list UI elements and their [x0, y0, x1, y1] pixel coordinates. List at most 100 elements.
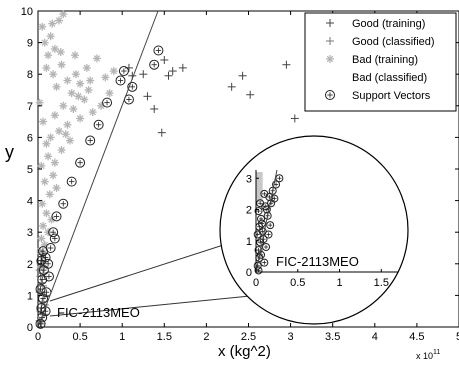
- legend-item: Bad (training): [326, 54, 418, 66]
- point-support-vectors: [149, 59, 160, 70]
- inset-bad-band: [256, 172, 263, 202]
- y-tick-label: 1: [27, 290, 33, 302]
- point-bad-training: [45, 190, 54, 199]
- point-bad-training: [63, 120, 72, 129]
- y-tick-label: 8: [27, 69, 33, 81]
- inset-point: [266, 221, 275, 230]
- point-bad-training: [57, 146, 66, 155]
- point-bad-training: [80, 95, 89, 104]
- inset-decision-boundary: [255, 169, 278, 273]
- inset-y-tick-label: 0: [246, 267, 252, 279]
- point-good-training: [143, 92, 152, 101]
- inset-point: [272, 180, 281, 189]
- point-bad-training: [44, 152, 53, 161]
- point-support-vectors: [127, 81, 138, 92]
- point-bad-training: [52, 82, 61, 91]
- inset-point: [254, 246, 263, 255]
- point-good-training: [164, 71, 173, 80]
- legend-label: Bad (classified): [352, 72, 427, 84]
- inset-circle: [219, 135, 409, 325]
- point-bad-training: [50, 111, 59, 120]
- point-bad-training: [46, 32, 55, 41]
- point-bad-training: [50, 44, 59, 53]
- point-bad-training: [69, 104, 78, 113]
- point-bad-training: [49, 70, 58, 79]
- inset-x-tick-label: 1: [336, 277, 342, 289]
- point-good-training: [238, 71, 247, 80]
- point-support-vectors: [43, 271, 54, 282]
- legend: Good (training) Good (classified) Bad (tra…: [304, 12, 457, 112]
- point-bad-training: [101, 73, 110, 82]
- point-bad-training: [42, 63, 51, 72]
- point-bad-training: [57, 60, 66, 69]
- inset-point: [260, 189, 269, 198]
- point-support-vectors: [40, 252, 51, 263]
- point-good-training: [290, 114, 299, 123]
- point-bad-training: [56, 48, 65, 57]
- point-support-vectors: [49, 233, 60, 244]
- point-support-vectors: [58, 198, 69, 209]
- x-tick-label: 1: [119, 331, 125, 343]
- point-bad-training: [86, 76, 95, 85]
- point-bad-training: [84, 86, 93, 94]
- x-tick-label: 5: [456, 331, 459, 343]
- point-bad-training: [55, 127, 64, 136]
- inset-x-tick-label: 1.5: [374, 277, 389, 289]
- point-support-vectors: [115, 75, 126, 86]
- point-bad-training: [92, 54, 101, 63]
- inset-y-tick-label: 1: [246, 236, 252, 248]
- point-support-vectors: [51, 211, 62, 222]
- point-bad-training: [49, 171, 58, 180]
- point-bad-training: [109, 67, 118, 76]
- point-support-vectors: [38, 293, 49, 304]
- point-bad-training: [88, 108, 97, 117]
- inset-ticks: 0 0.5 1 1.5 0 1 2 3: [246, 173, 389, 289]
- point-bad-training: [48, 19, 57, 28]
- legend-label: Good (training): [352, 18, 425, 30]
- x-tick-label: 2: [203, 331, 209, 343]
- x-tick-label: 3.5: [325, 331, 340, 343]
- point-support-vectors: [66, 176, 77, 187]
- x-tick-label: 0: [35, 331, 41, 343]
- legend-item: Bad (classified): [352, 72, 427, 84]
- inset-point: [262, 205, 271, 214]
- inset-zoom: 0 0.5 1 1.5 0 1 2 3 FIC-2113MEO: [219, 135, 409, 325]
- point-bad-training: [55, 16, 64, 25]
- inset-point: [275, 174, 284, 183]
- x-tick-label: 2.5: [241, 331, 256, 343]
- legend-item: Good (classified): [326, 36, 435, 48]
- decision-boundary: [37, 10, 159, 328]
- point-bad-training: [39, 221, 48, 230]
- legend-marker-circle: [325, 90, 335, 100]
- point-bad-training: [38, 22, 47, 31]
- ticks-layer: 00.511.522.533.544.55012345678910: [21, 6, 459, 343]
- y-tick-label: 2: [27, 259, 33, 271]
- x-axis-label: x (kg^2): [218, 343, 271, 360]
- point-support-vectors: [75, 157, 86, 168]
- point-bad-training: [46, 133, 55, 142]
- point-bad-training: [71, 70, 80, 79]
- point-bad-training: [76, 114, 85, 123]
- point-good-training: [227, 82, 236, 91]
- point-good-training: [282, 60, 291, 69]
- point-good-training: [157, 128, 166, 137]
- y-tick-label: 5: [27, 164, 33, 176]
- point-bad-training: [61, 130, 70, 139]
- legend-marker-plus: [326, 37, 334, 45]
- zoom-connector-top: [49, 237, 246, 302]
- point-support-vectors: [102, 97, 113, 108]
- inset-point: [260, 258, 269, 267]
- point-bad-training: [40, 38, 49, 47]
- point-bad-training: [63, 76, 72, 85]
- inset-point: [264, 230, 273, 239]
- point-support-vectors: [85, 135, 96, 146]
- point-bad-training: [105, 89, 114, 98]
- point-bad-training: [39, 117, 48, 126]
- inset-y-tick-label: 2: [246, 205, 252, 217]
- point-support-vectors: [93, 119, 104, 130]
- point-support-vectors: [43, 258, 54, 269]
- inset-x-tick-label: 0: [253, 277, 259, 289]
- y-tick-label: 9: [27, 38, 33, 50]
- x-tick-label: 4: [372, 331, 378, 343]
